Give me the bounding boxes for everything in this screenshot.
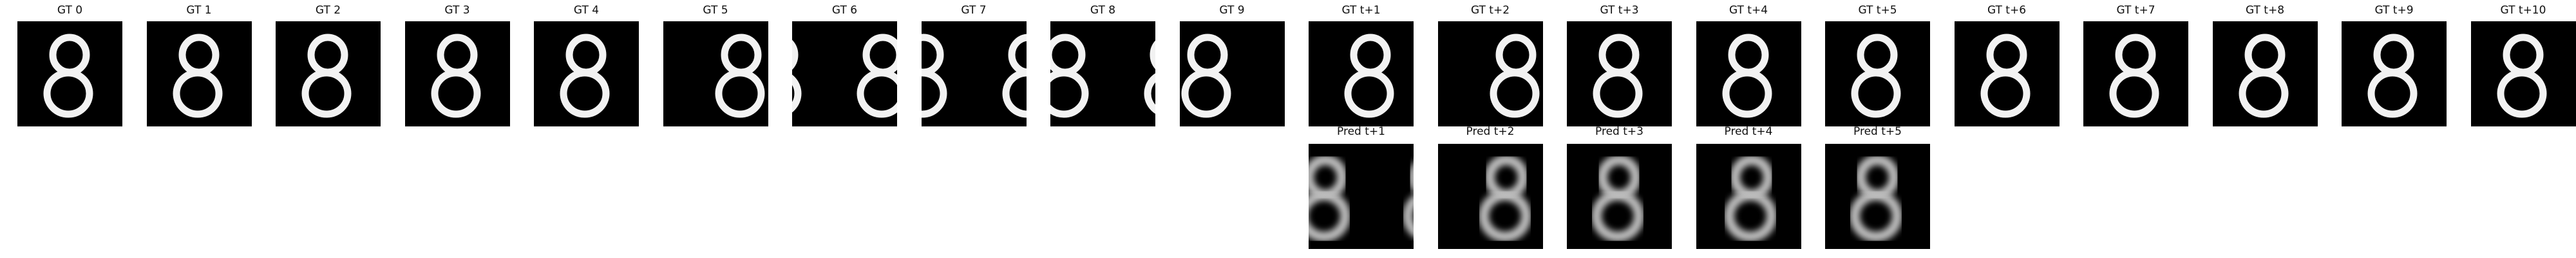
gt_row-panel-title: GT t+3 bbox=[1600, 4, 1639, 17]
gt_row-frame-image bbox=[1696, 21, 1801, 126]
gt_row-panel-title: GT 5 bbox=[703, 4, 728, 17]
pred_row-panel-title: Pred t+3 bbox=[1595, 125, 1643, 138]
gt_row-frame-image bbox=[663, 21, 768, 126]
gt_row-frame-image bbox=[1050, 21, 1155, 126]
digit-8-glyph bbox=[1181, 34, 1231, 118]
pred_row-panel-title: Pred t+5 bbox=[1853, 125, 1902, 138]
pred_row-panel-title: Pred t+4 bbox=[1724, 125, 1773, 138]
gt_row-frame-image bbox=[2342, 21, 2447, 126]
gt_row-panel-title: GT 9 bbox=[1219, 4, 1245, 17]
gt_row-panel-title: GT t+1 bbox=[1341, 4, 1381, 17]
pred_row-panel-title: Pred t+2 bbox=[1466, 125, 1515, 138]
gt_row-frame-image bbox=[921, 21, 1027, 126]
gt_row-panel-title: GT t+8 bbox=[2245, 4, 2285, 17]
digit-8-glyph bbox=[1478, 155, 1531, 242]
gt_row-panel-title: GT 6 bbox=[831, 4, 858, 17]
digit-8-glyph bbox=[792, 34, 897, 118]
pred_row-frame-image bbox=[1696, 144, 1801, 249]
digit-8-glyph bbox=[2109, 34, 2159, 118]
gt_row-panel-title: GT t+2 bbox=[1470, 4, 1510, 17]
gt_row-frame-image bbox=[792, 21, 897, 126]
pred_row-frame-image bbox=[1567, 144, 1672, 249]
gt_row-frame-image bbox=[1309, 21, 1414, 126]
digit-8-glyph bbox=[173, 34, 222, 118]
gt_row-panel-title: GT 2 bbox=[315, 4, 341, 17]
gt_row-frame-image bbox=[2083, 21, 2188, 126]
gt_row-frame-image bbox=[1954, 21, 2060, 126]
gt_row-frame-image bbox=[2212, 21, 2318, 126]
pred_row-panel-title: Pred t+1 bbox=[1337, 125, 1385, 138]
pred_row-frame-image bbox=[1825, 144, 1930, 249]
digit-8-glyph bbox=[1722, 34, 1772, 118]
gt_row-panel-title: GT 3 bbox=[444, 4, 470, 17]
gt_row-panel-title: GT 4 bbox=[573, 4, 600, 17]
gt_row-frame-image bbox=[146, 21, 252, 126]
digit-8-glyph bbox=[1593, 34, 1643, 118]
gt_row-panel-title: GT 0 bbox=[57, 4, 83, 17]
digit-8-glyph bbox=[1591, 155, 1644, 242]
gt_row-frame-image bbox=[1825, 21, 1930, 126]
digit-8-glyph bbox=[1490, 34, 1539, 118]
gt_row-frame-image bbox=[534, 21, 639, 126]
digit-8-glyph bbox=[921, 34, 1027, 118]
gt_row-frame-image bbox=[1179, 21, 1285, 126]
gt_row-panel-title: GT t+5 bbox=[1858, 4, 1897, 17]
digit-8-glyph bbox=[1344, 34, 1394, 118]
digit-8-glyph bbox=[1850, 155, 1902, 242]
gt_row-panel-title: GT t+10 bbox=[2500, 4, 2546, 17]
gt_row-frame-image bbox=[17, 21, 122, 126]
digit-8-glyph bbox=[43, 34, 93, 118]
gt_row-panel-title: GT 7 bbox=[961, 4, 987, 17]
gt_row-panel-title: GT 8 bbox=[1090, 4, 1116, 17]
digit-8-glyph bbox=[431, 34, 480, 118]
gt_row-frame-image bbox=[1567, 21, 1672, 126]
digit-8-glyph bbox=[301, 34, 352, 118]
digit-8-glyph bbox=[2497, 34, 2546, 118]
digit-8-glyph bbox=[715, 34, 764, 118]
gt_row-panel-title: GT 1 bbox=[186, 4, 212, 17]
gt_row-frame-image bbox=[276, 21, 381, 126]
gt_row-panel-title: GT t+4 bbox=[1728, 4, 1768, 17]
gt_row-frame-image bbox=[2470, 21, 2576, 126]
digit-8-glyph bbox=[1050, 34, 1155, 118]
digit-8-glyph bbox=[1980, 34, 2030, 118]
digit-8-glyph bbox=[1851, 34, 1901, 118]
gt_row-panel-title: GT t+9 bbox=[2374, 4, 2414, 17]
gt_row-panel-title: GT t+6 bbox=[1987, 4, 2027, 17]
gt_row-panel-title: GT t+7 bbox=[2116, 4, 2155, 17]
digit-8-glyph bbox=[1723, 155, 1777, 242]
digit-8-glyph bbox=[2367, 34, 2418, 118]
pred_row-frame-image bbox=[1437, 144, 1543, 249]
digit-8-glyph bbox=[560, 34, 610, 118]
gt_row-frame-image bbox=[404, 21, 510, 126]
digit-8-glyph bbox=[1309, 155, 1414, 242]
pred_row-frame-image bbox=[1309, 144, 1414, 249]
gt_row-frame-image bbox=[1437, 21, 1543, 126]
digit-8-glyph bbox=[2239, 34, 2288, 118]
